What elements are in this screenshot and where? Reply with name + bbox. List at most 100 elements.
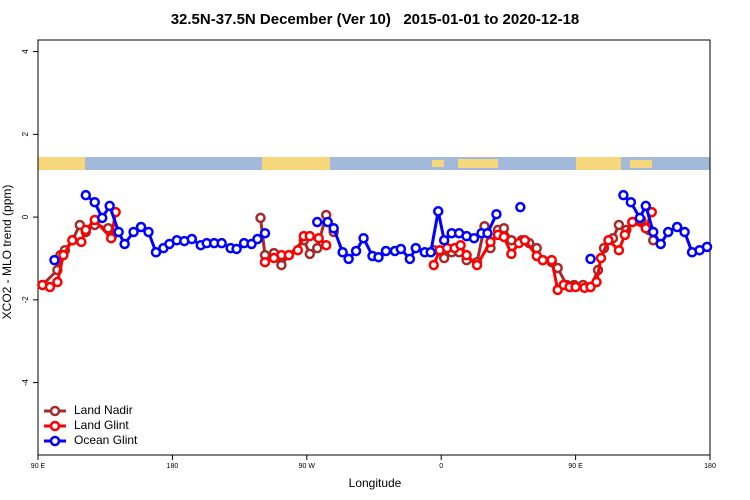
data-point: [428, 259, 439, 271]
data-point: [438, 235, 450, 246]
data-point: [343, 253, 354, 265]
data-point: [44, 281, 56, 293]
y-tick-label: 4: [21, 49, 30, 54]
data-point: [150, 247, 162, 258]
data-point: [485, 236, 496, 248]
data-point: [506, 248, 517, 260]
plot-frame: [37, 39, 711, 456]
data-point: [113, 226, 124, 238]
data-point: [585, 253, 596, 265]
data-point: [640, 200, 652, 212]
data-point: [105, 232, 117, 244]
data-point: [662, 226, 674, 238]
data-point: [455, 239, 466, 251]
data-point: [80, 224, 92, 236]
map-strip: [38, 157, 710, 170]
data-point: [322, 216, 333, 228]
data-point: [373, 251, 384, 263]
legend-marker: [49, 435, 61, 447]
data-point: [595, 252, 607, 264]
data-point: [320, 239, 332, 251]
data-point: [515, 201, 526, 213]
data-point: [404, 253, 416, 265]
y-tick-label: -4: [21, 378, 30, 386]
data-point: [358, 232, 369, 244]
data-point: [276, 259, 287, 271]
data-point: [216, 237, 227, 249]
legend-label: Ocean Glint: [74, 433, 138, 447]
data-point: [76, 236, 87, 248]
data-point: [471, 259, 483, 271]
series-line: [41, 210, 655, 289]
x-tick-label: 90 E: [31, 463, 46, 470]
data-point: [96, 212, 108, 224]
data-point: [591, 276, 602, 288]
data-point: [49, 254, 60, 266]
x-tick-label: 180: [167, 463, 179, 470]
y-axis-label: XCO2 - MLO trend (ppm): [0, 185, 14, 320]
data-point: [701, 241, 713, 253]
data-point: [186, 233, 198, 245]
data-point: [313, 232, 324, 244]
data-point: [655, 238, 666, 250]
legend-label: Land Glint: [74, 418, 129, 432]
data-point: [618, 189, 629, 201]
data-point: [625, 196, 637, 208]
data-point: [143, 226, 154, 238]
data-point: [89, 196, 100, 208]
data-point: [52, 276, 63, 288]
data-point: [461, 249, 472, 261]
data-point: [498, 231, 510, 243]
data-point: [570, 281, 581, 293]
data-point: [304, 230, 316, 242]
data-point: [432, 206, 444, 217]
data-point: [304, 248, 316, 260]
data-point: [58, 249, 69, 261]
data-point: [613, 219, 625, 231]
data-point: [546, 254, 557, 266]
legend-label: Land Nadir: [74, 403, 133, 417]
y-tick-label: 0: [21, 214, 30, 219]
data-point: [259, 256, 271, 268]
data-point: [80, 189, 92, 201]
data-point: [67, 235, 78, 246]
data-point: [231, 243, 242, 255]
chart-title: 32.5N-37.5N December (Ver 10) 2015-01-01…: [171, 11, 580, 28]
data-point: [259, 227, 271, 239]
data-point: [679, 226, 690, 238]
x-tick-label: 180: [704, 463, 716, 470]
data-point: [328, 223, 339, 234]
data-point: [312, 242, 323, 254]
data-point: [410, 242, 422, 254]
data-point: [395, 243, 407, 255]
y-tick-label: 2: [21, 132, 30, 137]
data-point: [350, 245, 362, 257]
data-point: [519, 235, 531, 246]
data-point: [312, 216, 323, 228]
data-point: [648, 226, 659, 238]
data-point: [627, 216, 638, 228]
x-tick-label: 90 W: [299, 463, 316, 470]
data-point: [128, 226, 139, 238]
data-point: [119, 238, 130, 250]
data-point: [438, 252, 450, 264]
data-point: [255, 212, 266, 224]
y-tick-label: -2: [21, 296, 30, 304]
data-point: [135, 221, 147, 233]
legend-marker: [49, 420, 61, 432]
data-point: [380, 245, 392, 257]
data-point: [537, 254, 548, 266]
data-point: [671, 221, 683, 233]
data-point: [104, 200, 115, 212]
legend-marker: [49, 405, 61, 417]
x-axis-label: Longitude: [349, 476, 402, 490]
data-point: [283, 249, 295, 261]
x-tick-label: 0: [439, 463, 443, 470]
data-point: [482, 227, 493, 239]
data-point: [292, 244, 304, 256]
data-point: [634, 212, 646, 224]
data-point: [252, 233, 263, 245]
data-point: [613, 244, 625, 256]
x-tick-label: 90 E: [568, 463, 583, 470]
